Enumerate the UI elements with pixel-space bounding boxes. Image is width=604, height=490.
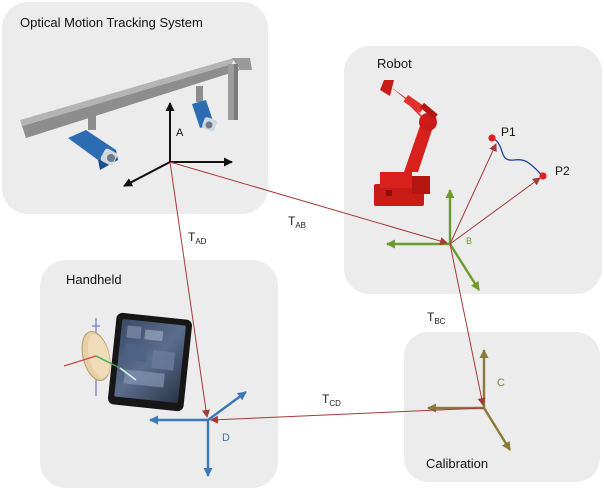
frame-d-label: D [222, 432, 230, 444]
point-p2-label: P2 [555, 164, 570, 178]
transform-ab-label: TAB [288, 214, 306, 230]
transform-ab-arrow [169, 161, 448, 245]
point-p1-marker [488, 134, 496, 142]
transform-cd-arrow [210, 407, 485, 424]
handheld-disc-marker [63, 318, 137, 396]
frame-d-axes: D [149, 391, 247, 477]
transform-bc-arrow [449, 243, 486, 406]
transform-arrows [169, 161, 486, 424]
tracking-panel-title: Optical Motion Tracking System [20, 15, 203, 30]
calibration-panel-title: Calibration [426, 456, 488, 471]
handheld-tablet-illustration [107, 312, 193, 412]
frame-b-label: B [466, 236, 472, 246]
frame-c-label: C [497, 377, 505, 389]
robot-arm-illustration [374, 80, 438, 206]
robot-target-points: P1 P2 [449, 125, 570, 245]
frame-a-label: A [176, 127, 184, 139]
transform-bc-label: TBC [427, 310, 446, 326]
camera-right-icon [192, 86, 217, 132]
tracking-rail-illustration [20, 58, 252, 138]
handheld-panel-title: Handheld [66, 272, 122, 287]
frame-a-axes: A [123, 102, 233, 187]
camera-left-icon [68, 116, 118, 170]
calibration-panel: Calibration [404, 332, 600, 482]
transform-ad-label: TAD [188, 230, 207, 246]
robot-panel-title: Robot [377, 56, 412, 71]
transform-cd-label: TCD [322, 392, 341, 408]
transform-ad-arrow [169, 161, 210, 418]
trajectory-curve [492, 137, 544, 177]
point-p2-marker [539, 172, 547, 180]
point-p1-label: P1 [501, 125, 516, 139]
